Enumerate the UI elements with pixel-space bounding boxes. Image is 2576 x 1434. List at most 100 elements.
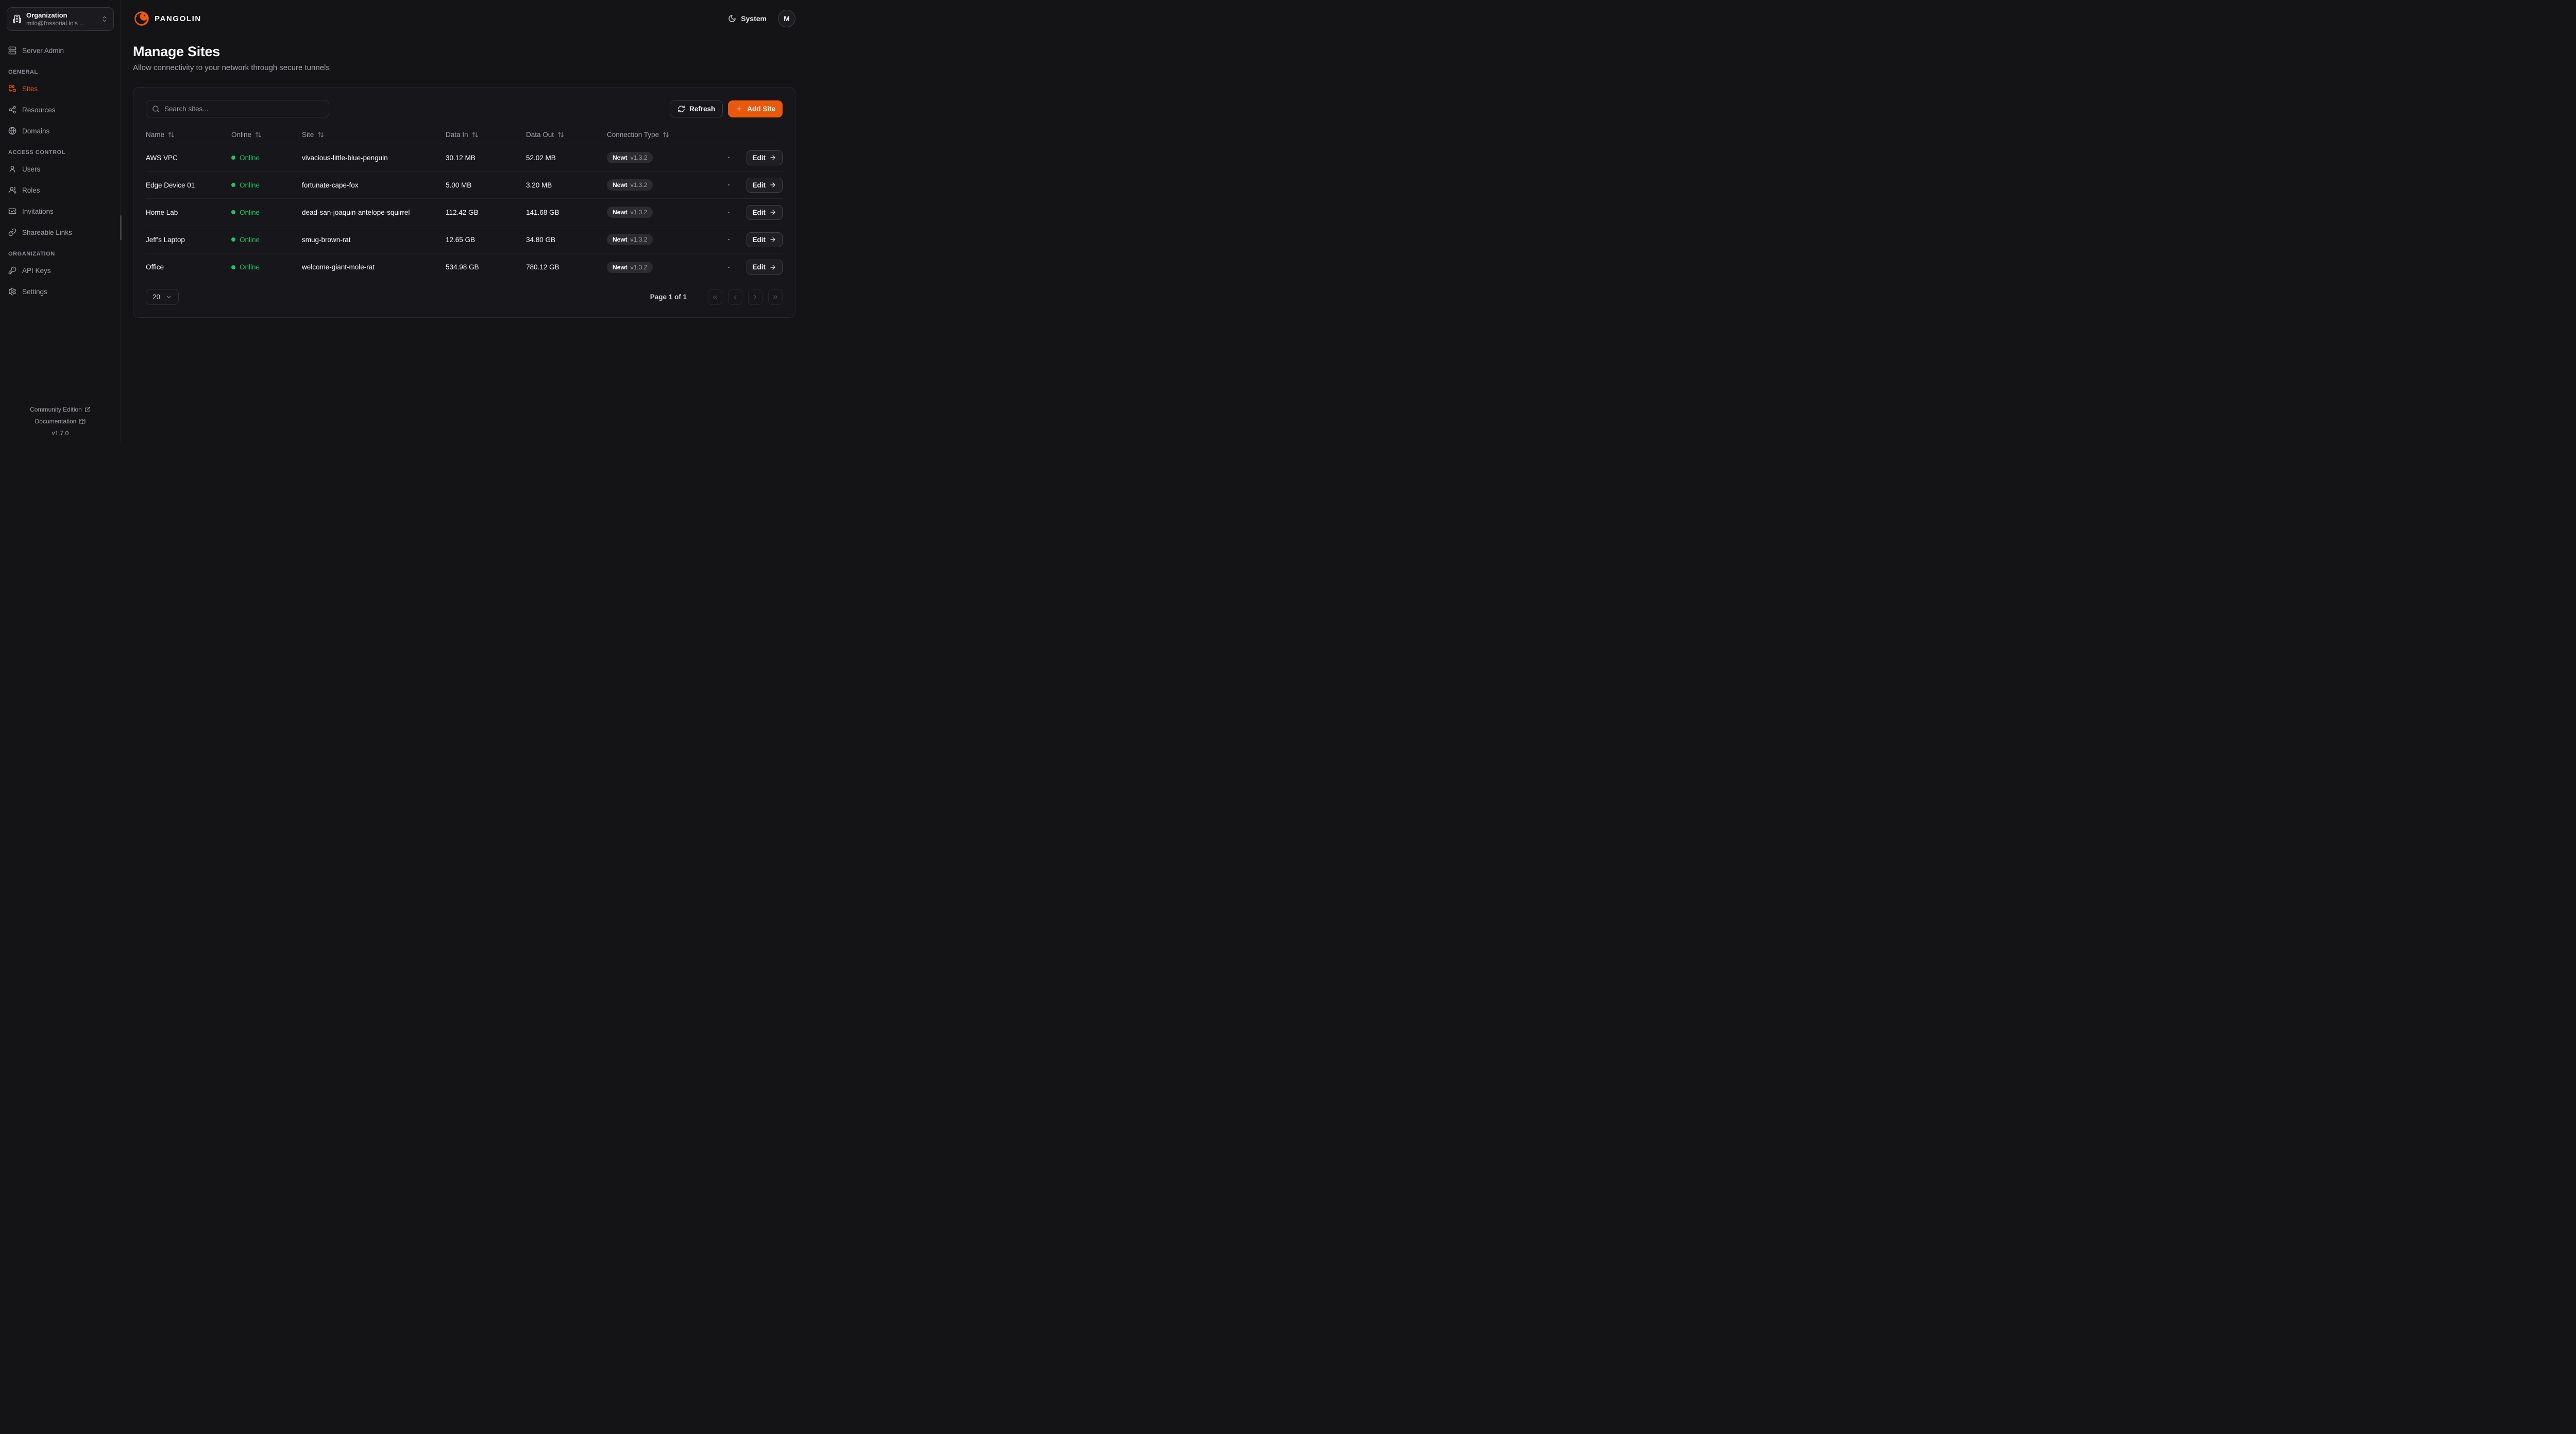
column-header-name[interactable]: Name: [146, 131, 231, 139]
sidebar: Organization milo@fossorial.io's ... Ser…: [0, 0, 122, 443]
last-page-button[interactable]: [768, 289, 783, 305]
sort-icon: [168, 131, 175, 138]
connection-type-label: Newt: [613, 236, 628, 243]
site-status-cell: Online: [231, 236, 302, 244]
online-status-label: Online: [240, 235, 260, 244]
sidebar-item-label: Settings: [22, 287, 47, 296]
online-status-label: Online: [240, 208, 260, 216]
connection-type-label: Newt: [613, 181, 628, 189]
sidebar-item-server-admin[interactable]: Server Admin: [7, 42, 114, 59]
data-in-cell: 112.42 GB: [446, 208, 479, 216]
sort-icon: [557, 131, 564, 138]
gear-icon: [8, 287, 16, 296]
chevron-left-icon: [732, 294, 739, 301]
pagination-status: Page 1 of 1: [650, 293, 687, 301]
connection-type-cell: Newt v1.3.2: [607, 234, 728, 245]
online-status-label: Online: [240, 181, 260, 189]
sidebar-item-api-keys[interactable]: API Keys: [7, 262, 114, 279]
row-actions-menu-button[interactable]: [728, 233, 733, 246]
brand[interactable]: PANGOLIN: [133, 10, 201, 27]
page-size-select[interactable]: 20: [146, 289, 179, 305]
site-status-cell: Online: [231, 263, 302, 271]
site-name-cell: Home Lab: [146, 208, 178, 216]
ticket-check-icon: [8, 207, 16, 215]
refresh-icon: [677, 105, 685, 113]
sidebar-item-domains[interactable]: Domains: [7, 123, 114, 139]
edit-button[interactable]: Edit: [746, 232, 783, 247]
next-page-button[interactable]: [748, 289, 762, 305]
sidebar-item-settings[interactable]: Settings: [7, 283, 114, 300]
row-actions-menu-button[interactable]: [728, 151, 733, 164]
theme-toggle-button[interactable]: System: [728, 14, 767, 23]
online-status-label: Online: [240, 263, 260, 271]
online-status-label: Online: [240, 153, 260, 162]
moon-icon: [728, 14, 736, 23]
column-header-connection-type[interactable]: Connection Type: [607, 131, 728, 139]
sidebar-item-resources[interactable]: Resources: [7, 101, 114, 118]
refresh-button[interactable]: Refresh: [669, 100, 723, 117]
site-slug-cell: vivacious-little-blue-penguin: [302, 153, 388, 162]
version-label: v1.7.0: [52, 430, 69, 437]
site-slug-cell: dead-san-joaquin-antelope-squirrel: [302, 208, 410, 216]
book-open-icon: [79, 418, 86, 425]
toolbar-buttons: Refresh Add Site: [669, 100, 783, 117]
documentation-link[interactable]: Documentation: [0, 418, 121, 425]
sidebar-item-roles[interactable]: Roles: [7, 182, 114, 198]
sidebar-item-users[interactable]: Users: [7, 161, 114, 177]
brand-name: PANGOLIN: [155, 14, 201, 23]
connection-type-label: Newt: [613, 154, 628, 161]
sidebar-scrollbar-thumb[interactable]: [120, 215, 122, 240]
external-link-icon: [84, 406, 91, 413]
connection-version-label: v1.3.2: [630, 263, 648, 271]
column-header-online[interactable]: Online: [231, 131, 302, 139]
table-row: Edge Device 01 Online fortunate-cape-fox…: [146, 172, 783, 199]
data-in-cell: 534.98 GB: [446, 263, 479, 271]
sidebar-item-shareable-links[interactable]: Shareable Links: [7, 224, 114, 241]
first-page-button[interactable]: [708, 289, 722, 305]
sidebar-item-label: API Keys: [22, 266, 51, 275]
previous-page-button[interactable]: [728, 289, 742, 305]
sidebar-item-sites[interactable]: Sites: [7, 80, 114, 97]
search-input[interactable]: [164, 105, 323, 113]
data-out-cell: 52.02 MB: [526, 153, 556, 162]
sidebar-item-invitations[interactable]: Invitations: [7, 203, 114, 219]
avatar-initial: M: [784, 14, 790, 23]
add-site-button[interactable]: Add Site: [728, 100, 783, 117]
org-switcher-title: Organization: [26, 11, 67, 19]
refresh-label: Refresh: [689, 105, 716, 113]
column-header-site[interactable]: Site: [302, 131, 446, 139]
edit-button[interactable]: Edit: [746, 150, 783, 165]
table-row: Jeff's Laptop Online smug-brown-rat 12.6…: [146, 226, 783, 253]
sidebar-item-label: Invitations: [22, 207, 54, 215]
sidebar-section-access-control: ACCESS CONTROL: [8, 149, 65, 156]
site-slug-cell: fortunate-cape-fox: [302, 181, 359, 189]
table-header-row: Name Online Site Data In Data Out: [146, 125, 783, 144]
row-actions-menu-button[interactable]: [728, 206, 733, 218]
row-actions-menu-button[interactable]: [728, 179, 733, 191]
row-actions-menu-button[interactable]: [728, 261, 733, 274]
online-status-dot: [231, 210, 235, 214]
arrow-right-icon: [769, 264, 776, 271]
avatar[interactable]: M: [778, 10, 795, 27]
online-status-dot: [231, 237, 235, 242]
edit-button[interactable]: Edit: [746, 260, 783, 275]
edit-button[interactable]: Edit: [746, 204, 783, 220]
connection-type-cell: Newt v1.3.2: [607, 179, 728, 191]
community-edition-link[interactable]: Community Edition: [0, 406, 121, 413]
sidebar-item-label: Resources: [22, 106, 56, 114]
arrow-right-icon: [769, 154, 776, 161]
ellipsis-icon: [728, 263, 731, 271]
card-toolbar: Refresh Add Site: [146, 100, 783, 117]
data-out-cell: 3.20 MB: [526, 181, 552, 189]
search-box: [146, 100, 329, 117]
edit-button[interactable]: Edit: [746, 177, 783, 193]
column-header-data-in[interactable]: Data In: [446, 131, 526, 139]
sites-table: Name Online Site Data In Data Out: [146, 125, 783, 281]
data-out-cell: 141.68 GB: [526, 208, 560, 216]
column-header-data-out[interactable]: Data Out: [526, 131, 607, 139]
site-status-cell: Online: [231, 181, 302, 189]
org-switcher[interactable]: Organization milo@fossorial.io's ...: [7, 7, 114, 31]
page-subtitle: Allow connectivity to your network throu…: [133, 63, 330, 72]
data-in-cell: 30.12 MB: [446, 153, 476, 162]
card-footer: 20 Page 1 of 1: [146, 289, 783, 305]
